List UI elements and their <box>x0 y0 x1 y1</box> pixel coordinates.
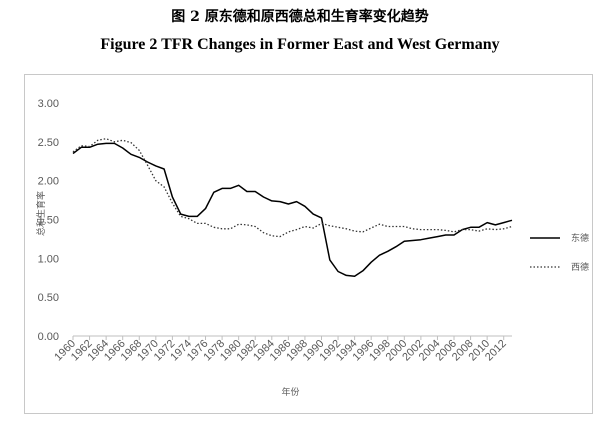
y-axis-title: 总和生育率 <box>35 191 47 236</box>
x-axis-title: 年份 <box>281 386 299 398</box>
y-tick-label: 2.50 <box>38 137 59 149</box>
chart-frame <box>24 74 593 414</box>
y-tick-label: 1.00 <box>38 253 59 265</box>
y-tick-label: 2.00 <box>38 176 59 188</box>
legend-label: 东德 <box>571 232 589 244</box>
legend-label: 西德 <box>571 261 589 273</box>
series-line-east <box>72 142 513 277</box>
y-tick-label: 0.50 <box>38 292 59 304</box>
y-tick-label: 0.00 <box>38 331 59 343</box>
y-tick-label: 1.50 <box>38 215 59 227</box>
series-line-west <box>72 138 513 238</box>
chart-title-en: Figure 2 TFR Changes in Former East and … <box>100 36 500 53</box>
y-tick-label: 3.00 <box>38 98 59 110</box>
chart-title-cn: 图 2 原东德和原西德总和生育率变化趋势 <box>171 9 429 25</box>
